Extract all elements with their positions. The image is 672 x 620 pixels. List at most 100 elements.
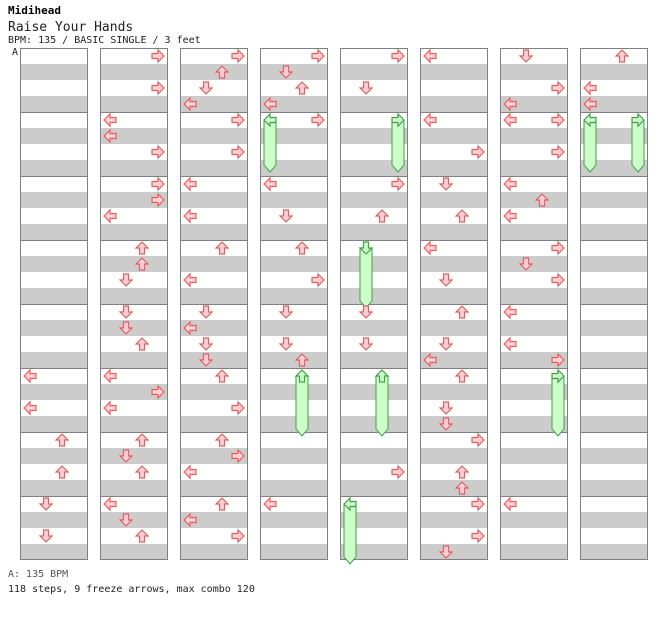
beat-stripe [20,416,88,432]
arrow-right-icon [551,112,565,128]
beat-stripe [500,192,568,208]
arrow-right-icon [151,80,165,96]
beat-stripe [340,416,408,432]
beat-stripe [340,160,408,176]
arrow-right-icon [231,48,245,64]
beat-stripe [340,128,408,144]
beat-stripe [260,256,328,272]
column-border [580,48,648,560]
beat-stripe [260,64,328,80]
arrow-up-icon [294,353,310,367]
beat-stripe [420,64,488,80]
beat-stripe [20,480,88,496]
arrow-down-icon [118,449,134,463]
arrow-down-icon [118,305,134,319]
beat-stripe [500,352,568,368]
arrow-down-icon [198,337,214,351]
beat-stripe [180,448,248,464]
freeze-arrow-up [295,375,309,437]
arrow-right-icon [551,240,565,256]
beat-stripe [500,512,568,528]
arrow-right-icon [151,384,165,400]
beat-stripe [260,320,328,336]
beat-stripe [500,416,568,432]
beat-stripe [20,320,88,336]
beat-stripe [580,480,648,496]
arrow-right-icon [151,192,165,208]
beat-stripe [420,256,488,272]
arrow-left-icon [183,176,197,192]
arrow-right-icon [551,272,565,288]
freeze-arrow-right [631,119,645,173]
beat-stripe [180,64,248,80]
beat-stripe [420,352,488,368]
beat-stripe [340,288,408,304]
column-border [340,48,408,560]
beat-stripe [20,224,88,240]
arrow-left-icon [103,496,117,512]
arrow-left-icon [503,112,517,128]
arrow-up-icon [454,305,470,319]
beat-stripe [580,544,648,560]
freeze-head-left-icon [263,112,277,128]
beat-stripe [500,64,568,80]
beat-stripe [180,160,248,176]
freeze-arrow-left [583,119,597,173]
arrow-left-icon [423,240,437,256]
beat-stripe [420,416,488,432]
freeze-head-left-icon [343,496,357,512]
arrow-right-icon [311,272,325,288]
beat-stripe [20,448,88,464]
arrow-right-icon [151,176,165,192]
beat-stripe [580,320,648,336]
beat-stripe [580,224,648,240]
arrow-up-icon [614,49,630,63]
freeze-head-right-icon [631,112,645,128]
beat-stripe [100,224,168,240]
beat-stripe [420,288,488,304]
arrow-down-icon [438,273,454,287]
beat-stripe [260,96,328,112]
arrow-left-icon [183,272,197,288]
arrow-down-icon [358,337,374,351]
beat-stripe [580,128,648,144]
arrow-up-icon [294,81,310,95]
freeze-head-down-icon [358,241,374,255]
arrow-up-icon [54,433,70,447]
beat-stripe [100,352,168,368]
beat-stripe [260,416,328,432]
beat-stripe [260,448,328,464]
beat-stripe [180,352,248,368]
arrow-up-icon [454,465,470,479]
beat-stripe [180,512,248,528]
arrow-down-icon [358,305,374,319]
arrow-left-icon [423,48,437,64]
beat-stripe [20,64,88,80]
bpm-legend: A: 135 BPM [8,569,69,580]
beat-stripe [180,192,248,208]
beat-stripe [500,128,568,144]
beat-stripe [340,384,408,400]
arrow-left-icon [23,368,37,384]
arrow-left-icon [183,464,197,480]
beat-stripe [100,128,168,144]
arrow-left-icon [503,176,517,192]
beat-stripe [580,448,648,464]
beat-stripe [180,480,248,496]
chart-stats: 118 steps, 9 freeze arrows, max combo 12… [8,584,255,595]
arrow-right-icon [231,528,245,544]
arrow-left-icon [583,80,597,96]
beat-stripe [100,416,168,432]
arrow-right-icon [471,496,485,512]
arrow-right-icon [311,48,325,64]
arrow-down-icon [358,81,374,95]
beat-stripe [180,384,248,400]
beat-stripe [500,224,568,240]
beat-stripe [100,320,168,336]
beat-stripe [180,288,248,304]
beat-stripe [500,288,568,304]
beat-stripe [580,352,648,368]
arrow-down-icon [198,305,214,319]
arrow-right-icon [231,144,245,160]
arrow-left-icon [503,96,517,112]
